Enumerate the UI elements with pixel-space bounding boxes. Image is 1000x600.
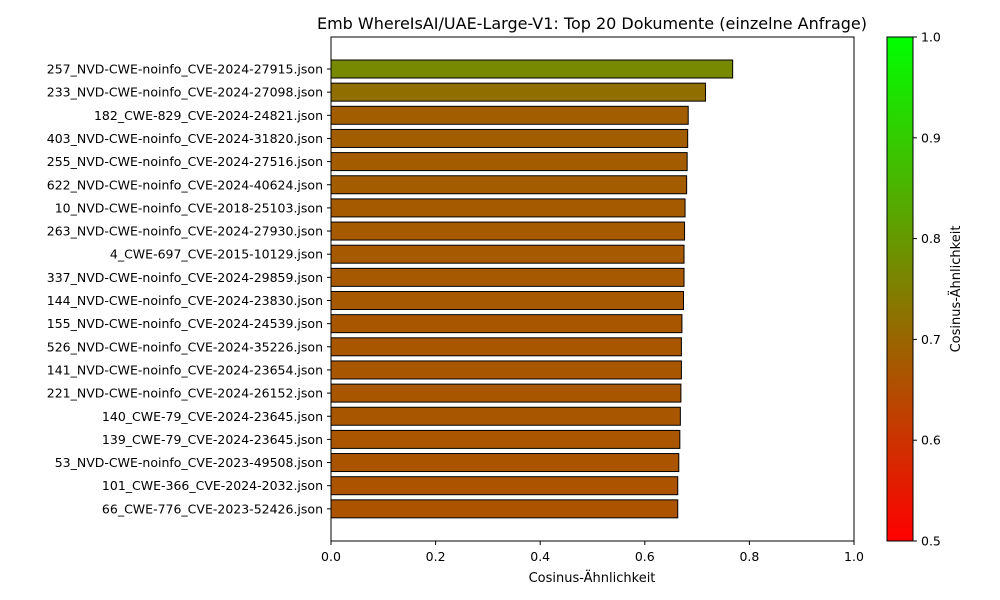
y-tick-labels: 257_NVD-CWE-noinfo_CVE-2024-27915.json 23… <box>47 62 331 516</box>
colorbar-ticks: 0.5 0.6 0.7 0.8 0.9 1.0 <box>913 30 941 549</box>
colorbar-tick-label: 0.9 <box>921 130 941 145</box>
colorbar-tick-label: 0.7 <box>921 332 941 347</box>
bar <box>330 453 680 473</box>
bar <box>330 82 706 102</box>
bar <box>330 337 682 357</box>
y-tick-label: 255_NVD-CWE-noinfo_CVE-2024-27516.json <box>47 154 323 169</box>
colorbar-tick-label: 0.6 <box>921 433 941 448</box>
colorbar-tick-label: 0.5 <box>921 534 941 549</box>
y-tick-label: 257_NVD-CWE-noinfo_CVE-2024-27915.json <box>47 62 323 77</box>
x-axis-label: Cosinus-Ähnlichkeit <box>529 570 656 586</box>
bar <box>330 175 688 195</box>
y-tick-label: 403_NVD-CWE-noinfo_CVE-2024-31820.json <box>47 131 323 146</box>
y-tick-label: 221_NVD-CWE-noinfo_CVE-2024-26152.json <box>47 386 323 401</box>
y-tick-label: 53_NVD-CWE-noinfo_CVE-2023-49508.json <box>55 455 323 470</box>
bar <box>330 360 682 380</box>
bars-group <box>330 59 734 519</box>
y-tick-label: 622_NVD-CWE-noinfo_CVE-2024-40624.json <box>47 177 323 192</box>
x-tick-label: 0.8 <box>739 549 759 564</box>
colorbar <box>886 36 914 542</box>
colorbar-tick-label: 0.8 <box>921 231 941 246</box>
x-tick-label: 0.6 <box>635 549 655 564</box>
bar <box>330 476 679 496</box>
y-tick-label: 140_CWE-79_CVE-2024-23645.json <box>102 409 323 424</box>
chart-title: Emb WhereIsAI/UAE-Large-V1: Top 20 Dokum… <box>317 14 867 33</box>
colorbar-tick-label: 1.0 <box>921 30 941 45</box>
y-tick-label: 526_NVD-CWE-noinfo_CVE-2024-35226.json <box>47 339 323 354</box>
x-axis-ticks: 0.0 0.2 0.4 0.6 0.8 1.0 <box>321 541 864 564</box>
bar <box>330 267 685 287</box>
y-tick-label: 141_NVD-CWE-noinfo_CVE-2024-23654.json <box>47 362 323 377</box>
bar <box>330 198 686 218</box>
y-tick-label: 4_CWE-697_CVE-2015-10129.json <box>110 247 323 262</box>
bar <box>330 59 734 79</box>
bar <box>330 128 689 148</box>
y-tick-label: 101_CWE-366_CVE-2024-2032.json <box>102 478 323 493</box>
bar <box>330 499 679 519</box>
x-tick-label: 0.0 <box>321 549 341 564</box>
x-tick-label: 0.4 <box>530 549 550 564</box>
colorbar-label: Cosinus-Ähnlichkeit <box>948 226 964 353</box>
bar <box>330 221 686 241</box>
y-tick-label: 155_NVD-CWE-noinfo_CVE-2024-24539.json <box>47 316 323 331</box>
bar <box>330 429 681 449</box>
x-tick-label: 0.2 <box>426 549 446 564</box>
bar <box>330 314 683 334</box>
bar <box>330 383 682 403</box>
bar <box>330 244 685 264</box>
y-tick-label: 233_NVD-CWE-noinfo_CVE-2024-27098.json <box>47 85 323 100</box>
y-tick-label: 337_NVD-CWE-noinfo_CVE-2024-29859.json <box>47 270 323 285</box>
y-tick-label: 144_NVD-CWE-noinfo_CVE-2024-23830.json <box>47 293 323 308</box>
y-tick-label: 263_NVD-CWE-noinfo_CVE-2024-27930.json <box>47 224 323 239</box>
y-tick-label: 182_CWE-829_CVE-2024-24821.json <box>94 108 323 123</box>
x-tick-label: 1.0 <box>844 549 864 564</box>
y-tick-label: 66_CWE-776_CVE-2023-52426.json <box>102 501 323 516</box>
bar <box>330 291 685 310</box>
plot-frame <box>330 36 855 542</box>
bar <box>330 406 681 426</box>
y-tick-label: 10_NVD-CWE-noinfo_CVE-2018-25103.json <box>55 200 323 215</box>
bar <box>330 105 689 125</box>
y-tick-label: 139_CWE-79_CVE-2024-23645.json <box>102 432 323 447</box>
bar <box>330 152 688 172</box>
